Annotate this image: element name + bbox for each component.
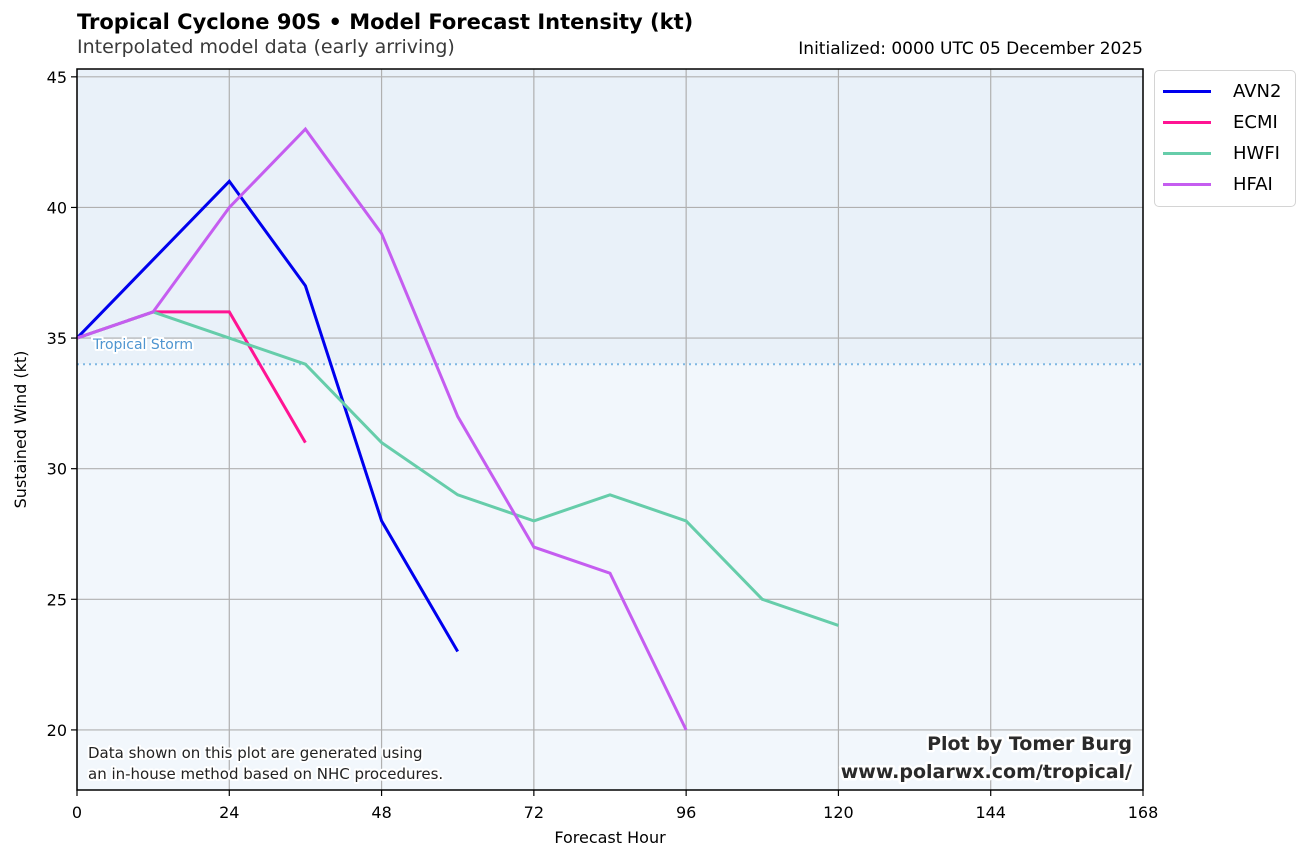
y-tick-label: 45: [47, 68, 67, 87]
x-tick-label: 96: [676, 803, 696, 822]
legend-item-hfai: HFAI: [1163, 169, 1273, 199]
legend-label: ECMI: [1233, 111, 1278, 133]
x-tick-label: 24: [219, 803, 239, 822]
y-tick-label: 30: [47, 460, 67, 479]
plot-frame: [76, 68, 1144, 791]
legend-swatch: [1163, 151, 1211, 155]
chart-subtitle: Interpolated model data (early arriving): [77, 36, 455, 58]
disclaimer-line-2: an in-house method based on NHC procedur…: [88, 765, 443, 783]
credit-author: Plot by Tomer Burg: [927, 733, 1132, 755]
x-tick-label: 120: [823, 803, 854, 822]
x-axis-label: Forecast Hour: [554, 828, 666, 847]
x-tick-label: 72: [524, 803, 544, 822]
legend-swatch: [1163, 89, 1211, 93]
series-line-hfai: [76, 126, 688, 731]
background-upper-band: [77, 69, 1143, 365]
legend-swatch: [1163, 182, 1211, 186]
y-tick-label: 40: [47, 198, 67, 217]
series-line-hwfi: [76, 310, 839, 627]
initialized-time: Initialized: 0000 UTC 05 December 2025: [798, 39, 1143, 59]
legend: AVN2 ECMI HWFI HFAI: [1154, 70, 1296, 207]
threshold-label: Tropical Storm: [92, 337, 193, 353]
x-tick-label: 0: [72, 803, 82, 822]
disclaimer-line-1: Data shown on this plot are generated us…: [88, 744, 423, 762]
y-axis-label: Sustained Wind (kt): [11, 351, 30, 509]
legend-item-hwfi: HWFI: [1163, 138, 1280, 168]
legend-label: AVN2: [1233, 80, 1282, 102]
legend-item-avn2: AVN2: [1163, 76, 1281, 106]
credit-url: www.polarwx.com/tropical/: [841, 761, 1132, 783]
y-tick-label: 20: [47, 721, 67, 740]
x-tick-label: 144: [975, 803, 1006, 822]
background-lower-band: [77, 364, 1143, 790]
y-tick-label: 25: [47, 590, 67, 609]
chart-title: Tropical Cyclone 90S • Model Forecast In…: [77, 10, 694, 34]
series-line-avn2: [75, 178, 459, 653]
legend-item-ecmi: ECMI: [1163, 107, 1278, 137]
legend-label: HFAI: [1233, 173, 1273, 195]
legend-label: HWFI: [1233, 142, 1280, 164]
y-tick-label: 35: [47, 329, 67, 348]
x-tick-label: 48: [371, 803, 391, 822]
legend-swatch: [1163, 120, 1211, 124]
x-tick-label: 168: [1128, 803, 1159, 822]
